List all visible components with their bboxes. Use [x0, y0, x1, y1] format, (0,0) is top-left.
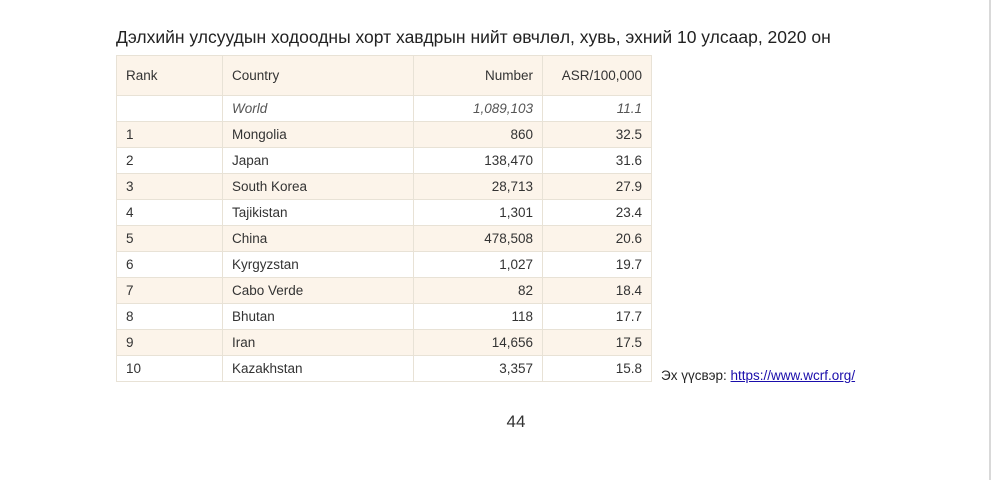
cell-asr: 23.4: [542, 199, 652, 226]
cell-number: 1,027: [413, 251, 543, 278]
cell-number: 82: [413, 277, 543, 304]
cell-rank: 10: [116, 355, 223, 382]
cell-number: 138,470: [413, 147, 543, 174]
cell-asr: 31.6: [542, 147, 652, 174]
cell-rank: 2: [116, 147, 223, 174]
cell-asr: 15.8: [542, 355, 652, 382]
page-number: 44: [506, 412, 526, 431]
cell-rank: 6: [116, 251, 223, 278]
cell-number: 28,713: [413, 173, 543, 200]
cell-asr: 32.5: [542, 121, 652, 148]
cell-country: China: [222, 225, 414, 252]
header-asr: ASR/100,000: [542, 55, 652, 96]
cell-number: 14,656: [413, 329, 543, 356]
source-link[interactable]: https://www.wcrf.org/: [730, 368, 856, 383]
cell-country: Cabo Verde: [222, 277, 414, 304]
table-row: 2 Japan 138,470 31.6: [116, 147, 652, 174]
cell-country: Tajikistan: [222, 199, 414, 226]
page-edge-border: [989, 0, 991, 480]
cell-number: 1,089,103: [413, 95, 543, 122]
cell-country: Kazakhstan: [222, 355, 414, 382]
cell-asr: 11.1: [542, 95, 652, 122]
cell-number: 1,301: [413, 199, 543, 226]
cell-country: World: [222, 95, 414, 122]
cell-country: Mongolia: [222, 121, 414, 148]
cell-asr: 18.4: [542, 277, 652, 304]
cell-country: Kyrgyzstan: [222, 251, 414, 278]
cell-country: Bhutan: [222, 303, 414, 330]
cell-asr: 27.9: [542, 173, 652, 200]
table-row: 5 China 478,508 20.6: [116, 225, 652, 252]
table-row: 6 Kyrgyzstan 1,027 19.7: [116, 251, 652, 278]
table-row: 9 Iran 14,656 17.5: [116, 329, 652, 356]
table-row: 7 Cabo Verde 82 18.4: [116, 277, 652, 304]
header-number: Number: [413, 55, 543, 96]
cell-country: South Korea: [222, 173, 414, 200]
cell-asr: 20.6: [542, 225, 652, 252]
cell-rank: 8: [116, 303, 223, 330]
table-row: 1 Mongolia 860 32.5: [116, 121, 652, 148]
cell-number: 478,508: [413, 225, 543, 252]
source-label: Эх үүсвэр:: [661, 368, 731, 383]
table-row: 8 Bhutan 118 17.7: [116, 303, 652, 330]
table-header-row: Rank Country Number ASR/100,000: [116, 55, 652, 96]
cell-rank: 5: [116, 225, 223, 252]
cell-number: 860: [413, 121, 543, 148]
header-rank: Rank: [116, 55, 223, 96]
cell-country: Japan: [222, 147, 414, 174]
table-row: 3 South Korea 28,713 27.9: [116, 173, 652, 200]
cell-rank: 3: [116, 173, 223, 200]
cell-country: Iran: [222, 329, 414, 356]
cell-asr: 19.7: [542, 251, 652, 278]
cell-rank: 1: [116, 121, 223, 148]
table-row: 4 Tajikistan 1,301 23.4: [116, 199, 652, 226]
source-note: Эх үүсвэр: https://www.wcrf.org/: [661, 368, 855, 383]
cancer-incidence-table: Rank Country Number ASR/100,000 World 1,…: [116, 55, 652, 382]
cell-number: 118: [413, 303, 543, 330]
cell-rank: 9: [116, 329, 223, 356]
cell-asr: 17.5: [542, 329, 652, 356]
cell-number: 3,357: [413, 355, 543, 382]
table-title: Дэлхийн улсуудын ходоодны хорт хавдрын н…: [116, 27, 831, 47]
cell-rank: [116, 95, 223, 122]
table-row-world: World 1,089,103 11.1: [116, 95, 652, 122]
table-row: 10 Kazakhstan 3,357 15.8: [116, 355, 652, 382]
cell-asr: 17.7: [542, 303, 652, 330]
cell-rank: 7: [116, 277, 223, 304]
header-country: Country: [222, 55, 414, 96]
cell-rank: 4: [116, 199, 223, 226]
